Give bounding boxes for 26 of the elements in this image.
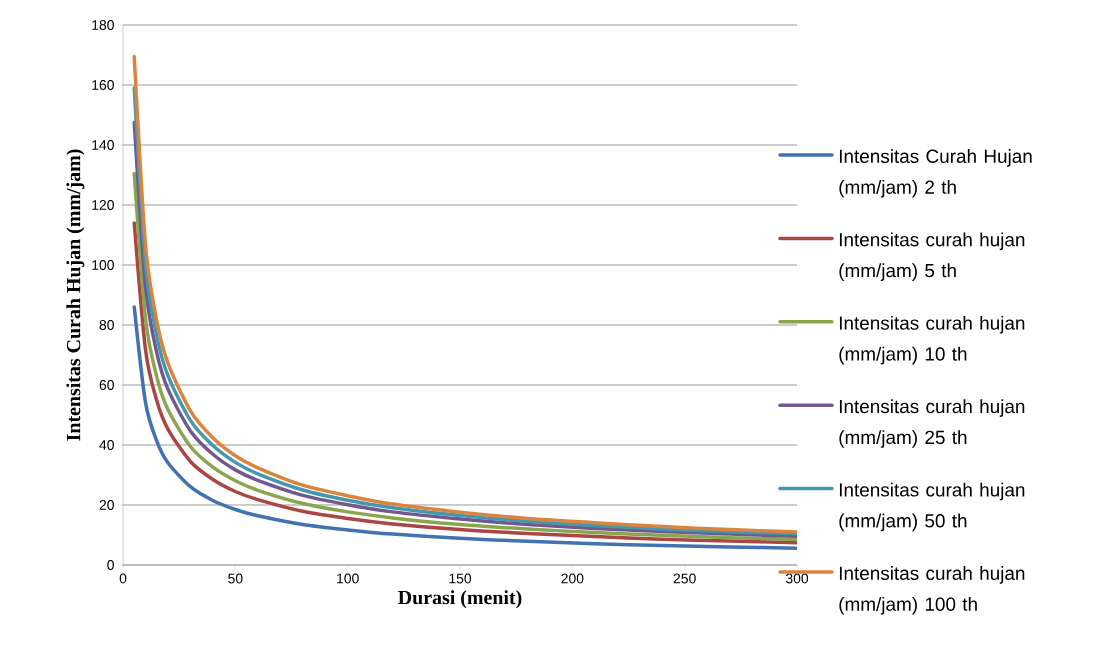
x-tick-label: 100 [337, 573, 359, 584]
legend-label: Intensitas curah hujan (mm/jam) 100 th [839, 566, 1025, 615]
y-tick-label: 20 [99, 500, 114, 510]
legend-label: Intensitas curah hujan (mm/jam) 25 th [839, 399, 1025, 448]
x-tick-label: 50 [228, 573, 243, 584]
x-tick-label: 0 [119, 573, 127, 584]
legend-label: Intensitas Curah Hujan (mm/jam) 2 th [839, 149, 1032, 198]
legend-label: Intensitas curah hujan (mm/jam) 10 th [839, 315, 1025, 365]
x-axis-title: Durasi (menit) [398, 590, 522, 609]
y-tick-label: 0 [107, 560, 114, 570]
x-tick-label: 300 [785, 573, 809, 584]
y-tick-label: 40 [99, 440, 114, 450]
y-tick-label: 60 [99, 380, 114, 390]
y-tick-label: 80 [99, 320, 114, 330]
x-tick-label: 250 [673, 573, 696, 584]
y-tick-label: 120 [92, 200, 114, 210]
y-tick-label: 100 [92, 260, 114, 270]
legend-label: Intensitas curah hujan (mm/jam) 5 th [839, 232, 1025, 282]
line-series [132, 305, 798, 550]
x-tick-label: 200 [561, 573, 584, 584]
x-tick-label: 150 [449, 573, 472, 584]
y-tick-label: 180 [92, 20, 114, 30]
y-tick-label: 160 [92, 80, 114, 90]
y-tick-label: 140 [92, 140, 114, 150]
legend-label: Intensitas curah hujan (mm/jam) 50 th [839, 482, 1025, 532]
y-axis-title: Intensitas Curah Hujan (mm/jam) [66, 149, 85, 441]
